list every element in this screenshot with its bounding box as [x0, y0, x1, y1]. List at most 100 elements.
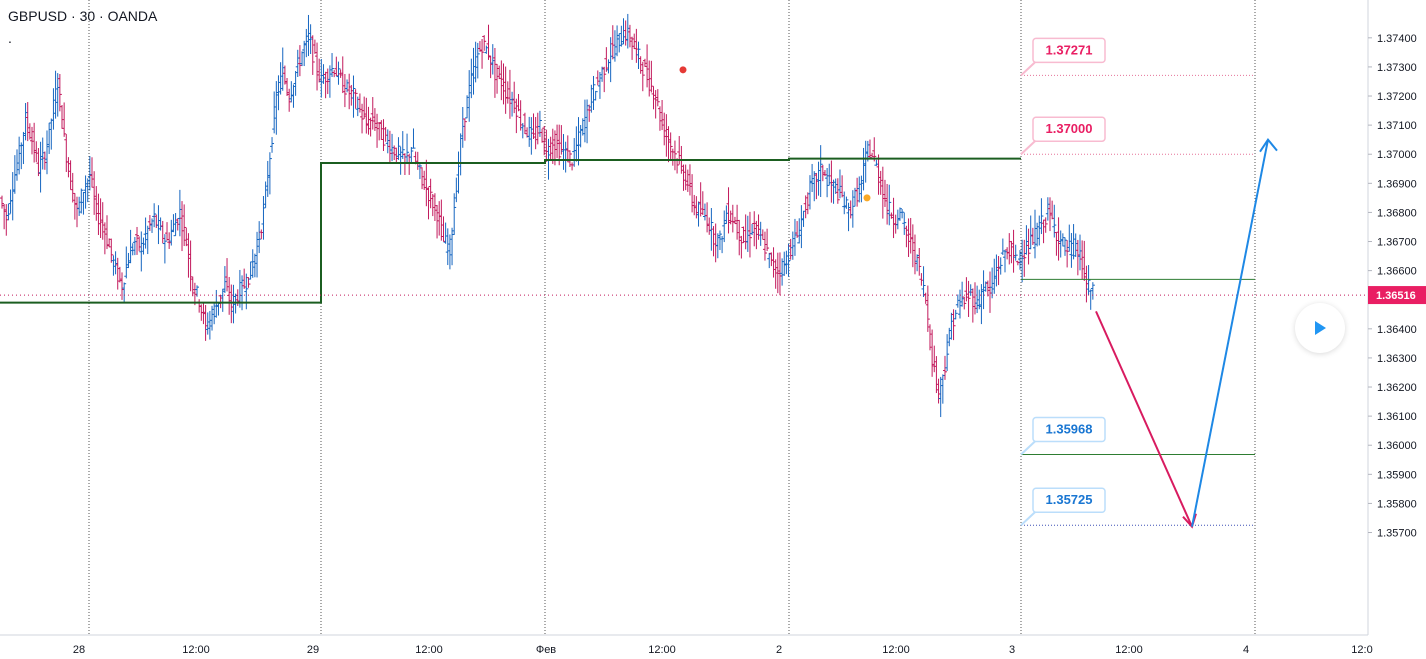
- ohlc-bar: [323, 71, 328, 99]
- ohlc-bar: [887, 184, 892, 226]
- ohlc-bar: [162, 234, 167, 264]
- ohlc-bar: [229, 284, 234, 324]
- ohlc-bar: [122, 282, 127, 304]
- ohlc-bar: [655, 89, 660, 107]
- ohlc-bar: [717, 230, 722, 251]
- ohlc-bar: [109, 238, 114, 263]
- ohlc-bar: [197, 299, 202, 313]
- ohlc-bar: [540, 128, 545, 143]
- ohlc-bar: [443, 222, 448, 244]
- ohlc-bar: [735, 204, 740, 240]
- ohlc-bar: [597, 71, 602, 99]
- ohlc-bar: [705, 202, 710, 233]
- time-tick-label: 12:00: [182, 644, 210, 656]
- ohlc-bar: [752, 211, 757, 247]
- ohlc-bar: [315, 42, 320, 91]
- ohlc-bar: [420, 167, 425, 190]
- ohlc-bar: [559, 125, 564, 155]
- ohlc-bar: [915, 254, 920, 272]
- ohlc-bar: [102, 222, 107, 255]
- ohlc-bar: [396, 137, 401, 160]
- ohlc-bar: [467, 70, 472, 122]
- ohlc-bar: [724, 205, 729, 225]
- ohlc-bar: [128, 229, 133, 264]
- ohlc-bar: [387, 130, 392, 164]
- ohlc-bar: [265, 160, 270, 197]
- ohlc-bar: [38, 141, 43, 193]
- ohlc-bar: [1032, 209, 1037, 259]
- ohlc-bar: [917, 248, 922, 276]
- ohlc-bar: [595, 70, 600, 86]
- ohlc-bar: [21, 131, 26, 165]
- ohlc-bar: [394, 147, 399, 163]
- level-label: 1.35968: [1046, 422, 1093, 437]
- ohlc-bar: [801, 210, 806, 227]
- scroll-to-realtime-button[interactable]: [1295, 303, 1345, 353]
- price-axis[interactable]: 1.37400 1.37300 1.37200 1.37100 1.37000 1.369…: [1367, 0, 1426, 659]
- ohlc-bar: [302, 40, 307, 67]
- ohlc-bar: [1000, 238, 1005, 256]
- indicator-dot: .: [8, 30, 12, 46]
- ohlc-bar: [278, 62, 283, 95]
- ohlc-bar: [816, 161, 821, 196]
- ohlc-bar: [274, 81, 279, 135]
- ohlc-bar: [542, 125, 547, 156]
- ohlc-bar: [660, 99, 665, 131]
- ohlc-bar: [1062, 237, 1067, 256]
- ohlc-bar: [1011, 229, 1016, 273]
- ohlc-bar: [767, 253, 772, 269]
- ohlc-bar: [953, 309, 958, 320]
- ohlc-bar: [698, 182, 703, 217]
- ohlc-bar: [75, 196, 80, 228]
- ohlc-bar: [945, 334, 950, 372]
- ohlc-bar: [737, 219, 742, 256]
- ohlc-bar: [19, 142, 24, 170]
- ohlc-bar: [1026, 228, 1031, 265]
- ohlc-bar: [578, 125, 583, 148]
- ohlc-bar: [722, 210, 727, 243]
- ohlc-bar: [220, 288, 225, 312]
- ohlc-bar: [833, 178, 838, 194]
- ohlc-bar: [439, 199, 444, 241]
- time-axis[interactable]: 28 12:00 29 12:00 Фев 12:00 2 12:00 3 12:00 4 12:0: [0, 634, 1373, 659]
- ohlc-bar: [585, 99, 590, 144]
- projection-up-arrow: [1191, 139, 1269, 527]
- ohlc-bar: [1039, 198, 1044, 235]
- ohlc-bar: [92, 171, 97, 215]
- ohlc-bar: [1007, 233, 1012, 265]
- ohlc-bar: [527, 116, 532, 147]
- ohlc-bar: [113, 251, 118, 275]
- ohlc-bar: [135, 226, 140, 255]
- ohlc-bar: [934, 356, 939, 394]
- ohlc-bar: [261, 196, 266, 240]
- ohlc-bar: [111, 255, 116, 276]
- price-axis-bg: [1368, 0, 1426, 659]
- ohlc-bar: [970, 288, 975, 323]
- ohlc-bar: [797, 218, 802, 244]
- ohlc-bar: [492, 48, 497, 98]
- ohlc-bar: [450, 227, 455, 266]
- ohlc-bar: [921, 266, 926, 298]
- ohlc-bar: [837, 169, 842, 199]
- ohlc-bar: [132, 236, 137, 256]
- ohlc-bar: [188, 240, 193, 292]
- ohlc-bar: [240, 275, 245, 311]
- price-tick-label: 1.37200: [1377, 91, 1417, 103]
- ohlc-bar: [360, 103, 365, 134]
- ohlc-bar: [72, 192, 77, 220]
- ohlc-bar: [949, 312, 954, 340]
- ohlc-bar: [225, 258, 230, 292]
- ohlc-bar: [375, 113, 380, 148]
- ohlc-bar: [805, 192, 810, 215]
- ohlc-bar: [985, 280, 990, 297]
- time-tick-label: 12:00: [648, 644, 676, 656]
- ohlc-bar: [454, 177, 459, 203]
- ohlc-bar: [282, 65, 287, 85]
- ohlc-bar: [842, 191, 847, 215]
- ohlc-bar: [645, 44, 650, 88]
- ohlc-bar: [1013, 244, 1018, 261]
- ohlc-bar: [477, 41, 482, 52]
- ohlc-bar: [1050, 200, 1055, 220]
- ohlc-bar: [998, 257, 1003, 275]
